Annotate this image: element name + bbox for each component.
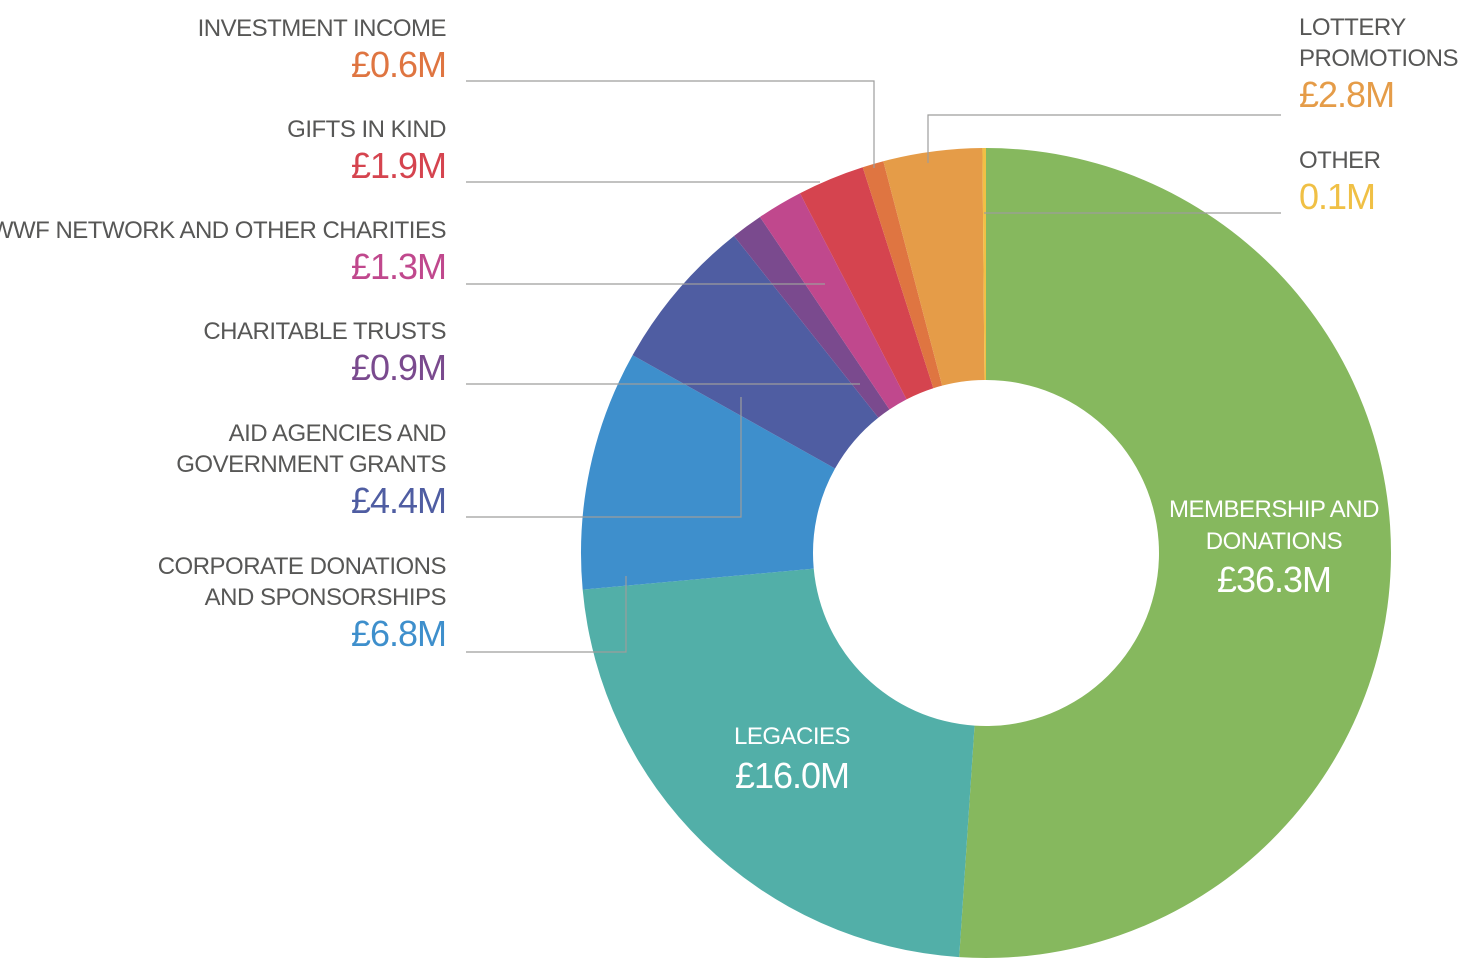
- label-aid-agencies-and-government-grants-name: GOVERNMENT GRANTS: [176, 451, 446, 478]
- slice-wwf-network-and-other-charities: [759, 193, 907, 410]
- slice-lottery-promotions: [883, 148, 985, 386]
- slice-gifts-in-kind: [799, 167, 934, 400]
- slice-corporate-donations-and-sponsorships: [581, 355, 836, 590]
- label-lottery-promotions-value: £2.8M: [1299, 74, 1394, 115]
- label-gifts-in-kind-name: GIFTS IN KIND: [287, 116, 446, 143]
- slice-aid-agencies-and-government-grants: [632, 235, 879, 469]
- slice-membership-and-donations: [959, 148, 1391, 958]
- label-membership-and-donations-name: MEMBERSHIP AND: [1169, 496, 1379, 523]
- label-other-value: 0.1M: [1299, 176, 1375, 217]
- leader-lottery-promotions: [927, 114, 1281, 163]
- label-lottery-promotions-name: LOTTERY: [1299, 14, 1406, 41]
- label-corporate-donations-and-sponsorships-name: AND SPONSORSHIPS: [205, 584, 446, 611]
- label-lottery-promotions-name: PROMOTIONS: [1299, 45, 1458, 72]
- label-gifts-in-kind-value: £1.9M: [351, 145, 446, 186]
- label-corporate-donations-and-sponsorships-value: £6.8M: [351, 613, 446, 654]
- leader-investment-income: [466, 80, 875, 168]
- label-charitable-trusts-name: CHARITABLE TRUSTS: [203, 318, 446, 345]
- label-legacies-name: LEGACIES: [734, 723, 850, 750]
- slice-labels: MEMBERSHIP AND DONATIONS £36.3M LEGACIES £16…: [0, 14, 1459, 796]
- label-investment-income-value: £0.6M: [351, 44, 446, 85]
- label-corporate-donations-and-sponsorships-name: CORPORATE DONATIONS: [158, 553, 446, 580]
- label-membership-and-donations-name: DONATIONS: [1206, 528, 1342, 555]
- slice-charitable-trusts: [733, 216, 890, 418]
- label-aid-agencies-and-government-grants-value: £4.4M: [351, 480, 446, 521]
- label-charitable-trusts-value: £0.9M: [351, 347, 446, 388]
- label-wwf-network-and-other-charities-value: £1.3M: [351, 246, 446, 287]
- leader-aid-agencies-and-government-grants: [466, 397, 742, 518]
- donut-slices: [581, 148, 1391, 958]
- slice-other: [982, 148, 986, 381]
- label-aid-agencies-and-government-grants-name: AID AGENCIES AND: [229, 420, 447, 447]
- label-membership-and-donations-value: £36.3M: [1217, 559, 1331, 600]
- label-legacies-value: £16.0M: [735, 755, 849, 796]
- label-other-name: OTHER: [1299, 147, 1381, 174]
- label-wwf-network-and-other-charities-name: WWF NETWORK AND OTHER CHARITIES: [0, 217, 446, 244]
- slice-investment-income: [862, 161, 943, 389]
- leader-lines: [466, 80, 1281, 653]
- leader-corporate-donations-and-sponsorships: [466, 576, 627, 653]
- slice-legacies: [582, 568, 975, 958]
- label-investment-income-name: INVESTMENT INCOME: [198, 15, 446, 42]
